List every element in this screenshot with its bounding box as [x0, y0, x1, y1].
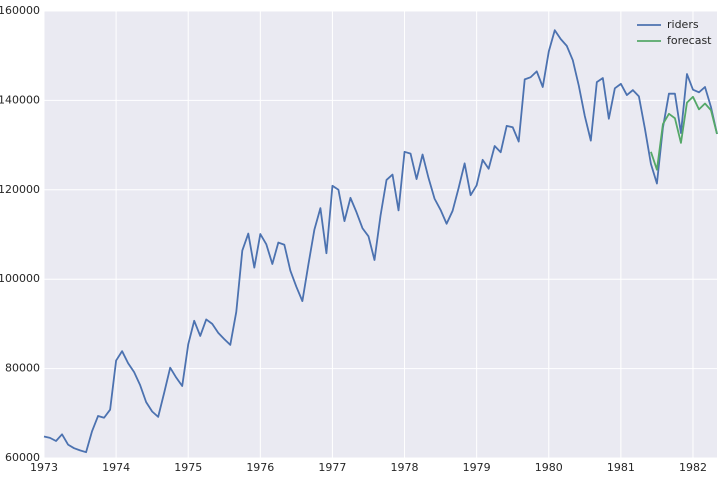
x-tick-label: 1979 — [463, 461, 491, 474]
x-tick-label: 1977 — [318, 461, 346, 474]
x-tick-label: 1976 — [246, 461, 274, 474]
x-tick-label: 1978 — [391, 461, 419, 474]
y-tick-label: 60000 — [5, 451, 40, 464]
y-tick-label: 80000 — [5, 362, 40, 375]
x-tick-label: 1975 — [174, 461, 202, 474]
x-tick-label: 1981 — [607, 461, 635, 474]
y-tick-label: 120000 — [0, 183, 40, 196]
series-line — [650, 95, 718, 171]
x-tick-label: 1982 — [679, 461, 707, 474]
series-line — [43, 29, 718, 454]
y-tick-label: 100000 — [0, 272, 40, 285]
legend-label: forecast — [667, 34, 712, 47]
y-tick-label: 140000 — [0, 93, 40, 106]
x-tick-label: 1974 — [102, 461, 130, 474]
x-tick-label: 1980 — [535, 461, 563, 474]
y-tick-label: 160000 — [0, 4, 40, 17]
x-tick-label: 1973 — [30, 461, 58, 474]
legend-label: riders — [667, 18, 699, 31]
plot-background — [44, 11, 717, 458]
